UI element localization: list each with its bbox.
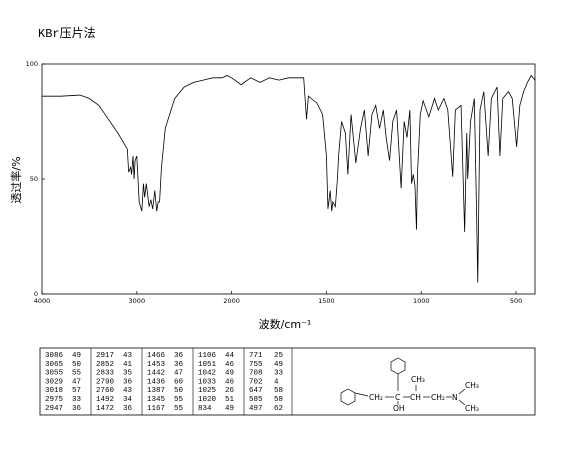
table-cell: 3055 [45, 370, 64, 378]
table-cell: 47 [72, 378, 81, 386]
table-cell: 1436 [147, 378, 166, 386]
x-tick-label: 2000 [223, 297, 240, 305]
table-cell: 1453 [147, 361, 166, 369]
structure-label: CH₂ [431, 393, 445, 402]
table-cell: 1466 [147, 352, 166, 360]
table-cell: 57 [72, 387, 81, 395]
table-cell: 36 [174, 361, 184, 369]
table-cell: 2833 [96, 370, 115, 378]
x-tick-label: 1000 [413, 297, 430, 305]
y-tick-label: 100 [26, 60, 38, 68]
table-cell: 41 [123, 361, 133, 369]
table-cell: 834 [198, 405, 212, 413]
table-cell: 43 [123, 387, 133, 395]
plot-frame [41, 63, 536, 295]
table-cell: 49 [225, 370, 234, 378]
structure-label: CH₃ [465, 381, 479, 390]
table-cell: 60 [174, 378, 184, 386]
x-tick-label: 4000 [34, 297, 51, 305]
structure-label: CH₂ [369, 393, 383, 402]
table-cell: 46 [225, 378, 235, 386]
table-frame [39, 347, 536, 416]
table-cell: 26 [225, 387, 235, 395]
table-cell: 55 [174, 405, 184, 413]
y-tick-label: 50 [30, 175, 38, 183]
y-tick-label: 0 [34, 290, 38, 298]
table-cell: 585 [249, 396, 263, 404]
table-cell: 1345 [147, 396, 166, 404]
table-cell: 1025 [198, 387, 217, 395]
table-cell: 36 [123, 405, 133, 413]
y-axis-label: 透过率/% [9, 156, 23, 203]
table-cell: 1042 [198, 370, 216, 378]
table-cell: 2790 [96, 378, 115, 386]
table-cell: 3029 [45, 378, 63, 386]
table-cell: 50 [174, 387, 184, 395]
table-cell: 702 [249, 378, 263, 386]
table-cell: 49 [225, 405, 234, 413]
table-cell: 771 [249, 352, 263, 360]
table-cell: 46 [225, 361, 235, 369]
table-cell: 755 [249, 361, 263, 369]
table-cell: 2947 [45, 405, 63, 413]
structure-label: CH [410, 393, 421, 402]
table-cell: 58 [274, 396, 283, 404]
table-cell: 51 [225, 396, 235, 404]
table-cell: 1167 [147, 405, 165, 413]
table-cell: 3018 [45, 387, 63, 395]
table-cell: 62 [274, 405, 283, 413]
table-cell: 1492 [96, 396, 114, 404]
table-cell: 44 [225, 352, 235, 360]
table-cell: 1442 [147, 370, 165, 378]
table-cell: 3086 [45, 352, 64, 360]
x-tick-label: 500 [510, 297, 522, 305]
table-cell: 1472 [96, 405, 114, 413]
table-cell: 49 [72, 352, 81, 360]
table-cell: 708 [249, 370, 263, 378]
table-cell: 1106 [198, 352, 217, 360]
table-cell: 1387 [147, 387, 165, 395]
structure-label: N [452, 393, 458, 402]
structure-label: C [395, 393, 400, 402]
table-cell: 55 [72, 370, 82, 378]
table-cell: 2975 [45, 396, 64, 404]
table-cell: 1033 [198, 378, 217, 386]
table-cell: 2917 [96, 352, 114, 360]
table-cell: 58 [274, 387, 283, 395]
table-cell: 2852 [96, 361, 114, 369]
table-cell: 43 [123, 352, 133, 360]
table-cell: 36 [174, 352, 184, 360]
table-cell: 3065 [45, 361, 64, 369]
table-cell: 36 [72, 405, 82, 413]
chart-title: KBr压片法 [38, 26, 96, 41]
structure-label: CH₃ [465, 404, 479, 413]
table-cell: 35 [123, 370, 133, 378]
table-cell: 50 [72, 361, 82, 369]
table-cell: 4 [274, 378, 279, 386]
spectrum-line [42, 74, 536, 283]
table-cell: 36 [123, 378, 133, 386]
x-tick-label: 1500 [318, 297, 335, 305]
table-cell: 34 [123, 396, 133, 404]
table-cell: 2760 [96, 387, 115, 395]
x-tick-label: 3000 [129, 297, 146, 305]
structure-label: CH₃ [411, 375, 425, 384]
table-cell: 497 [249, 405, 263, 413]
x-axis-label: 波数/cm⁻¹ [259, 318, 312, 331]
table-cell: 33 [274, 370, 284, 378]
table-cell: 1051 [198, 361, 217, 369]
structure-bonds [340, 357, 466, 406]
table-cell: 55 [174, 396, 184, 404]
table-cell: 647 [249, 387, 263, 395]
table-cell: 25 [274, 352, 284, 360]
table-cell: 47 [174, 370, 183, 378]
table-cell: 33 [72, 396, 82, 404]
table-cell: 49 [274, 361, 283, 369]
structure-label: OH [393, 404, 405, 413]
table-cell: 1020 [198, 396, 217, 404]
table-dividers [90, 348, 293, 415]
